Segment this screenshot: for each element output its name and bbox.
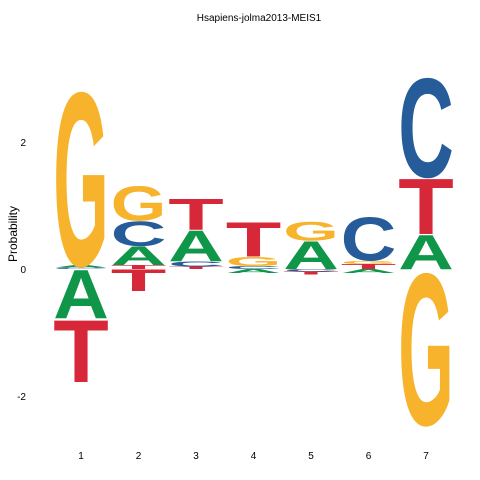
- logo-letter-t: T: [111, 264, 167, 270]
- logo-letter-c: C: [226, 265, 282, 270]
- logo-letter-t: T: [341, 263, 397, 271]
- logo-letter-a: A: [341, 268, 397, 274]
- x-tick-label: 3: [193, 451, 199, 462]
- logo-letter-t: T: [226, 213, 282, 267]
- x-axis: 1 2 3 4 5 6 7: [78, 451, 429, 462]
- x-tick-label: 1: [78, 451, 84, 462]
- chart-title: Hsapiens-jolma2013-MEIS1: [197, 13, 322, 24]
- logo-letter-g: G: [398, 230, 454, 472]
- x-tick-label: 4: [251, 451, 257, 462]
- y-tick-label: -2: [17, 392, 26, 403]
- logo-letter-t: T: [168, 190, 224, 240]
- logo-letter-c: C: [398, 50, 454, 208]
- logo-letter-g: G: [341, 260, 397, 265]
- logo-letter-g: G: [226, 254, 282, 269]
- logo-letter-a: A: [53, 256, 109, 334]
- x-tick-label: 5: [308, 451, 314, 462]
- y-axis-label: Probability: [6, 206, 20, 262]
- logo-letter-g: G: [53, 41, 109, 318]
- x-tick-label: 6: [366, 451, 372, 462]
- x-tick-label: 7: [423, 451, 429, 462]
- logo-letter-a: A: [398, 225, 454, 280]
- logo-letter-g: G: [283, 217, 339, 247]
- logo-letter-c: C: [283, 268, 339, 272]
- logo-letter-g: G: [111, 177, 167, 231]
- logo-letter-t: T: [168, 266, 224, 270]
- logo-letter-a: A: [283, 233, 339, 277]
- logo-letter-c: C: [111, 214, 167, 254]
- logo-letter-a: A: [168, 222, 224, 271]
- logo-letter-c: C: [53, 267, 109, 269]
- x-tick-label: 2: [136, 451, 142, 462]
- logo-letter-t: T: [111, 263, 167, 298]
- logo-letter-t: T: [283, 271, 339, 276]
- logo-letter-a: A: [111, 242, 167, 272]
- logo-letter-t: T: [53, 303, 109, 402]
- logo-letter-t: T: [398, 163, 454, 252]
- logo-letter-a: A: [53, 265, 109, 269]
- y-tick-label: 0: [20, 265, 26, 276]
- logo-letter-c: C: [168, 260, 224, 268]
- logo-letter-c: C: [341, 205, 397, 274]
- y-axis: -2 0 2: [17, 138, 26, 403]
- y-tick-label: 2: [20, 138, 26, 149]
- logo-letter-a: A: [226, 268, 282, 274]
